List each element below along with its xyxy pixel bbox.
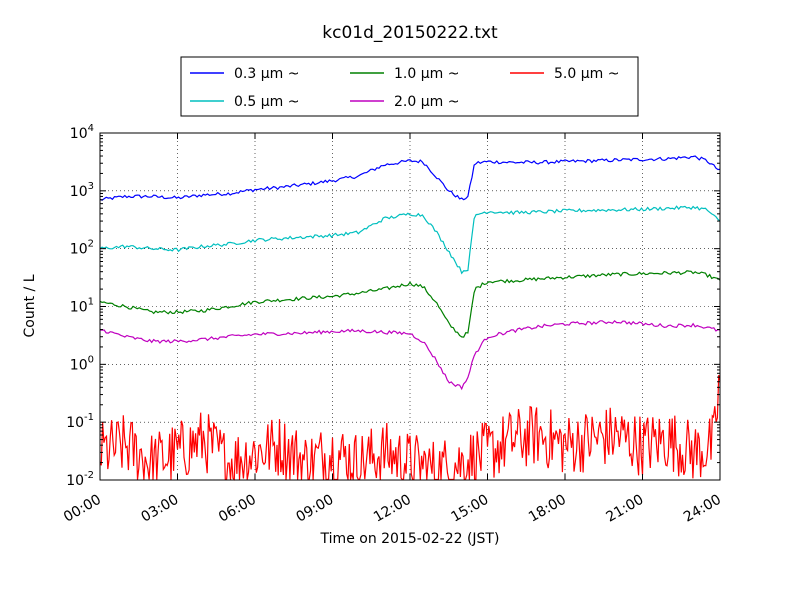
- legend-label-0: 0.3 μm ~: [234, 66, 299, 82]
- y-tick-label: 100: [70, 354, 94, 373]
- x-tick-label: 24:00: [681, 492, 724, 526]
- x-tick-label: 03:00: [139, 492, 182, 526]
- series-line-1: [99, 270, 721, 338]
- legend-label-1: 1.0 μm ~: [394, 66, 459, 82]
- y-axis-label: Count / L: [22, 274, 38, 337]
- y-tick-label: 10-2: [66, 470, 94, 489]
- legend-label-3: 0.5 μm ~: [234, 94, 299, 110]
- x-tick-label: 06:00: [216, 492, 259, 526]
- y-tick-label: 102: [70, 239, 94, 258]
- grid: [100, 133, 720, 480]
- x-axis-label: Time on 2015-02-22 (JST): [320, 531, 500, 547]
- y-ticks: 10-2 10-1 100 101 102 103 104: [66, 123, 720, 489]
- x-tick-label: 18:00: [526, 492, 569, 526]
- legend-frame: [180, 56, 639, 117]
- series-line-4: [99, 319, 721, 391]
- series-line-0: [99, 155, 721, 201]
- y-tick-label: 10-1: [66, 412, 94, 431]
- x-tick-label: 15:00: [449, 492, 492, 526]
- y-tick-label: 103: [70, 181, 94, 200]
- x-tick-label: 09:00: [294, 492, 337, 526]
- series-layer: [99, 155, 721, 481]
- legend-label-4: 2.0 μm ~: [394, 94, 459, 110]
- legend: 0.3 μm ~ 1.0 μm ~ 5.0 μm ~ 0.5 μm ~ 2.0 μm ~: [180, 56, 639, 117]
- legend-label-2: 5.0 μm ~: [554, 66, 619, 82]
- series-line-3: [99, 205, 721, 275]
- x-tick-label: 00:00: [61, 492, 104, 526]
- y-tick-label: 101: [70, 297, 94, 316]
- chart-title: kc01d_20150222.txt: [322, 23, 498, 43]
- series-line-2: [99, 375, 721, 481]
- x-tick-label: 12:00: [371, 492, 414, 526]
- y-tick-label: 104: [70, 123, 94, 142]
- x-tick-label: 21:00: [604, 492, 647, 526]
